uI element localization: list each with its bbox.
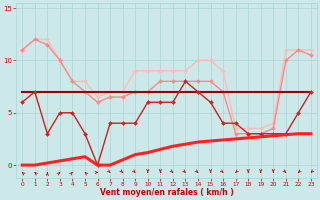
X-axis label: Vent moyen/en rafales ( km/h ): Vent moyen/en rafales ( km/h ) <box>100 188 234 197</box>
